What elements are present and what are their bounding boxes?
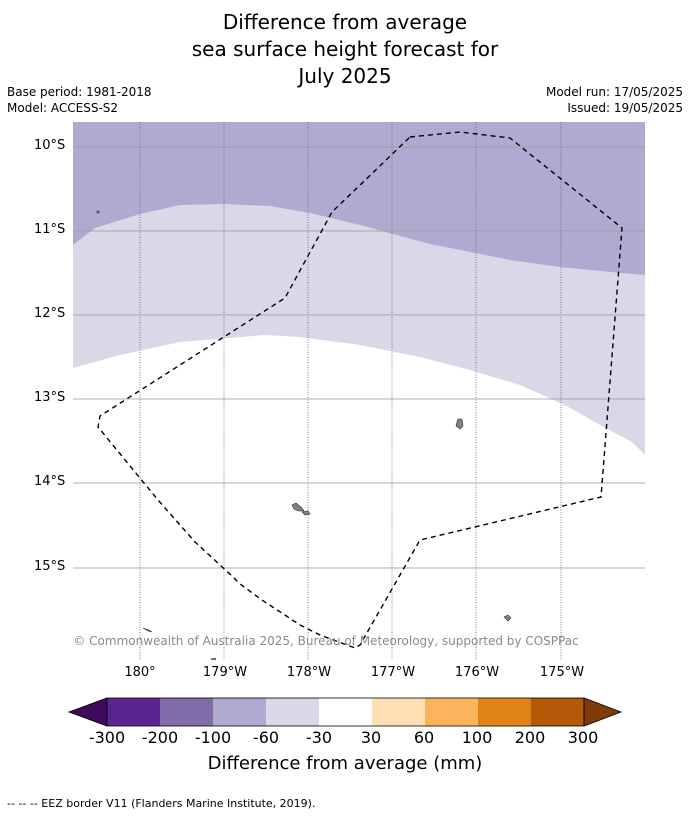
eez-legend-text: -- -- -- EEZ border V11 (Flanders Marine… <box>7 797 316 810</box>
colorbar <box>67 697 623 727</box>
issued-date: Issued: 19/05/2025 <box>567 101 683 115</box>
lon-label: 177°W <box>370 665 416 680</box>
base-period: Base period: 1981-2018 <box>7 85 152 99</box>
colorbar-tick: 300 <box>567 728 599 747</box>
colorbar-segment <box>213 698 266 726</box>
lon-label: 175°W <box>539 665 585 680</box>
colorbar-over-arrow <box>583 697 623 727</box>
colorbar-tick: -200 <box>141 728 179 747</box>
title-line-1: Difference from average <box>222 10 468 34</box>
colorbar-title: Difference from average (mm) <box>207 753 483 774</box>
lon-label: 179°W <box>202 665 248 680</box>
model-run: Model run: 17/05/2025 <box>545 85 683 99</box>
eez-border <box>97 131 623 649</box>
island-southwest <box>142 627 153 633</box>
colorbar-tick: 30 <box>360 728 382 747</box>
colorbar-segment <box>160 698 213 726</box>
colorbar-segment <box>107 698 160 726</box>
lon-label: 178°W <box>286 665 332 680</box>
title-line-2: sea surface height forecast for <box>191 37 499 61</box>
island-west-2 <box>301 510 311 516</box>
lat-label: 13°S <box>34 390 66 405</box>
colorbar-tick: -30 <box>305 728 333 747</box>
lat-label: 14°S <box>34 474 66 489</box>
lon-label: 180° <box>124 665 156 680</box>
island-bottom <box>210 657 217 660</box>
colorbar-tick: -300 <box>88 728 126 747</box>
colorbar-tick: -60 <box>252 728 280 747</box>
colorbar-segment <box>266 698 319 726</box>
colorbar-segment <box>531 698 584 726</box>
anomaly-band-minus100-minus60 <box>73 122 645 275</box>
colorbar-tick: 200 <box>514 728 546 747</box>
colorbar-segment <box>372 698 425 726</box>
meta-right: Model run: 17/05/2025 Issued: 19/05/2025 <box>546 84 683 116</box>
title-line-3: July 2025 <box>298 64 392 88</box>
lat-label: 11°S <box>34 222 66 237</box>
islet-north <box>96 210 100 214</box>
map-area <box>73 122 645 660</box>
colorbar-tick: -100 <box>194 728 232 747</box>
lon-label: 176°W <box>454 665 500 680</box>
chart-title: Difference from average sea surface heig… <box>0 9 690 90</box>
colorbar-segment <box>425 698 478 726</box>
lat-label: 15°S <box>34 559 66 574</box>
colorbar-tick: 100 <box>461 728 493 747</box>
colorbar-segment <box>478 698 531 726</box>
lat-label: 12°S <box>34 306 66 321</box>
island-southeast <box>503 614 512 622</box>
colorbar-tick: 60 <box>413 728 435 747</box>
meta-left: Base period: 1981-2018 Model: ACCESS-S2 <box>7 84 152 116</box>
colorbar-outline <box>106 697 585 727</box>
attribution-text: © Commonwealth of Australia 2025, Bureau… <box>73 634 578 648</box>
island-north <box>455 418 464 430</box>
colorbar-segment <box>319 698 372 726</box>
colorbar-under-arrow <box>67 697 108 727</box>
lat-label: 10°S <box>34 138 66 153</box>
model-name: Model: ACCESS-S2 <box>7 101 119 115</box>
islands <box>96 210 512 660</box>
island-west-1 <box>291 502 305 512</box>
graticule <box>73 122 645 660</box>
